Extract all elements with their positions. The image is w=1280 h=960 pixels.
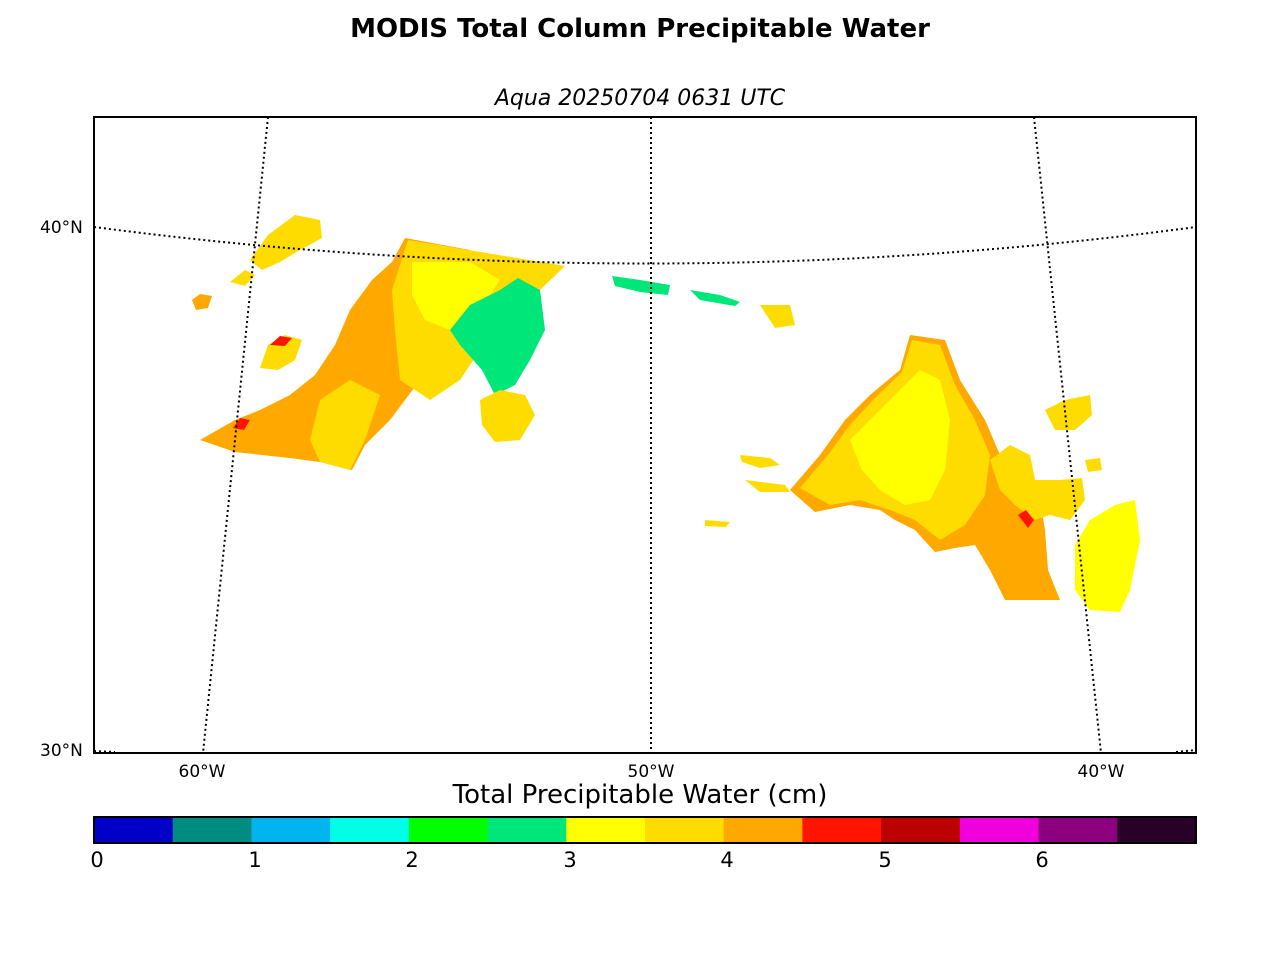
colorbar-tick: 1 xyxy=(248,848,262,872)
west-patch-mid xyxy=(260,335,302,370)
colorbar-tick: 5 xyxy=(878,848,892,872)
east-streaks-left-3 xyxy=(705,520,730,527)
colorbar-segment xyxy=(172,817,252,843)
east-red-spot xyxy=(1018,510,1034,528)
east-streaks-left xyxy=(740,455,780,468)
colorbar-segment xyxy=(1038,817,1118,843)
map-title: MODIS Total Column Precipitable Water xyxy=(350,14,930,44)
colorbar-segment xyxy=(487,817,567,843)
central-streak-green-2 xyxy=(690,290,740,306)
east-ridge-gold xyxy=(990,445,1085,520)
meridian-40w xyxy=(1033,117,1102,753)
lon-label-60w: 60°W xyxy=(178,762,226,782)
lat-label-30n: 30°N xyxy=(40,741,83,761)
colorbar-segment xyxy=(1117,817,1197,843)
colorbar-segment xyxy=(802,817,882,843)
west-patch-north-2 xyxy=(230,270,255,286)
colorbar-frame xyxy=(93,816,1197,844)
east-south-yellow xyxy=(1075,500,1140,612)
west-swath-yellow xyxy=(412,262,500,330)
lon-label-40w: 40°W xyxy=(1077,762,1125,782)
colorbar-segment xyxy=(881,817,961,843)
east-streaks-left-2 xyxy=(745,480,790,492)
west-patch-small xyxy=(192,294,212,310)
colorbar-segment xyxy=(94,817,174,843)
east-patch-ne xyxy=(1045,395,1092,430)
west-tail-yellow xyxy=(480,390,535,442)
west-swath-green xyxy=(450,278,545,395)
colorbar-segment xyxy=(566,817,646,843)
colorbar xyxy=(94,817,1197,843)
central-streak-green xyxy=(612,276,670,295)
meridian-60w xyxy=(202,117,269,753)
east-region-yellow xyxy=(850,370,950,505)
west-patch-north xyxy=(250,215,322,270)
colorbar-tick: 6 xyxy=(1035,848,1049,872)
colorbar-tick: 4 xyxy=(720,848,734,872)
west-patch-mid-red xyxy=(270,336,292,346)
parallel-30n xyxy=(94,749,1196,753)
parallel-40n xyxy=(94,226,1196,265)
colorbar-segment xyxy=(645,817,725,843)
west-swath-gold-2 xyxy=(310,380,380,470)
colorbar-tick: 0 xyxy=(90,848,104,872)
colorbar-segment xyxy=(251,817,331,843)
east-patch-ne-2 xyxy=(1085,458,1102,472)
central-streak-yellow xyxy=(760,305,795,328)
colorbar-tick: 2 xyxy=(405,848,419,872)
precip-field xyxy=(192,215,1140,612)
colorbar-tick: 3 xyxy=(563,848,577,872)
colorbar-segment xyxy=(723,817,803,843)
lat-label-40n: 40°N xyxy=(40,218,83,238)
colorbar-segment xyxy=(959,817,1040,843)
map-subtitle: Aqua 20250704 0631 UTC xyxy=(494,86,786,111)
colorbar-segment xyxy=(408,817,489,843)
colorbar-title: Total Precipitable Water (cm) xyxy=(452,780,828,810)
lon-label-50w: 50°W xyxy=(627,762,675,782)
graticule xyxy=(94,117,1196,753)
colorbar-segment xyxy=(330,817,410,843)
